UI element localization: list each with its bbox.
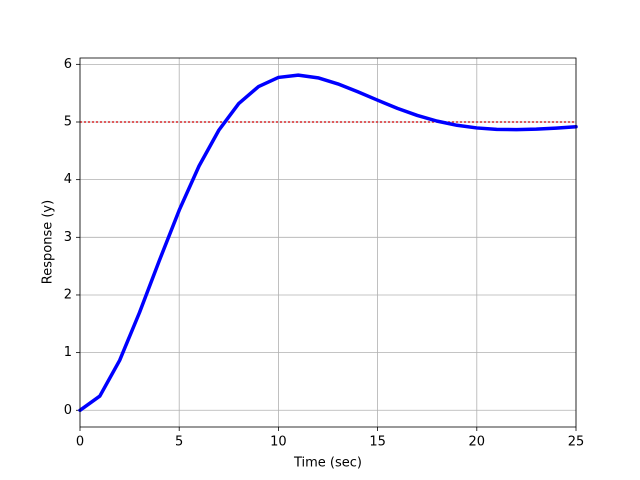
x-tick-label: 10 xyxy=(270,435,287,450)
y-tick-label: 6 xyxy=(64,57,72,72)
plot-frame xyxy=(79,57,577,428)
y-axis-label: Response (y) xyxy=(41,200,56,284)
x-tick-label: 5 xyxy=(175,435,183,450)
y-tick-label: 3 xyxy=(64,230,72,245)
x-tick-label: 25 xyxy=(568,435,585,450)
y-tick-label: 5 xyxy=(64,114,72,129)
y-tick-label: 0 xyxy=(64,403,72,418)
x-tick-label: 15 xyxy=(369,435,386,450)
data-line xyxy=(78,73,578,413)
x-axis-label: Time (sec) xyxy=(293,456,362,471)
y-tick-label: 4 xyxy=(64,172,72,187)
y-tick-label: 2 xyxy=(64,287,72,302)
x-tick-label: 20 xyxy=(469,435,486,450)
x-tick-label: 0 xyxy=(76,435,84,450)
y-tick-label: 1 xyxy=(64,345,72,360)
